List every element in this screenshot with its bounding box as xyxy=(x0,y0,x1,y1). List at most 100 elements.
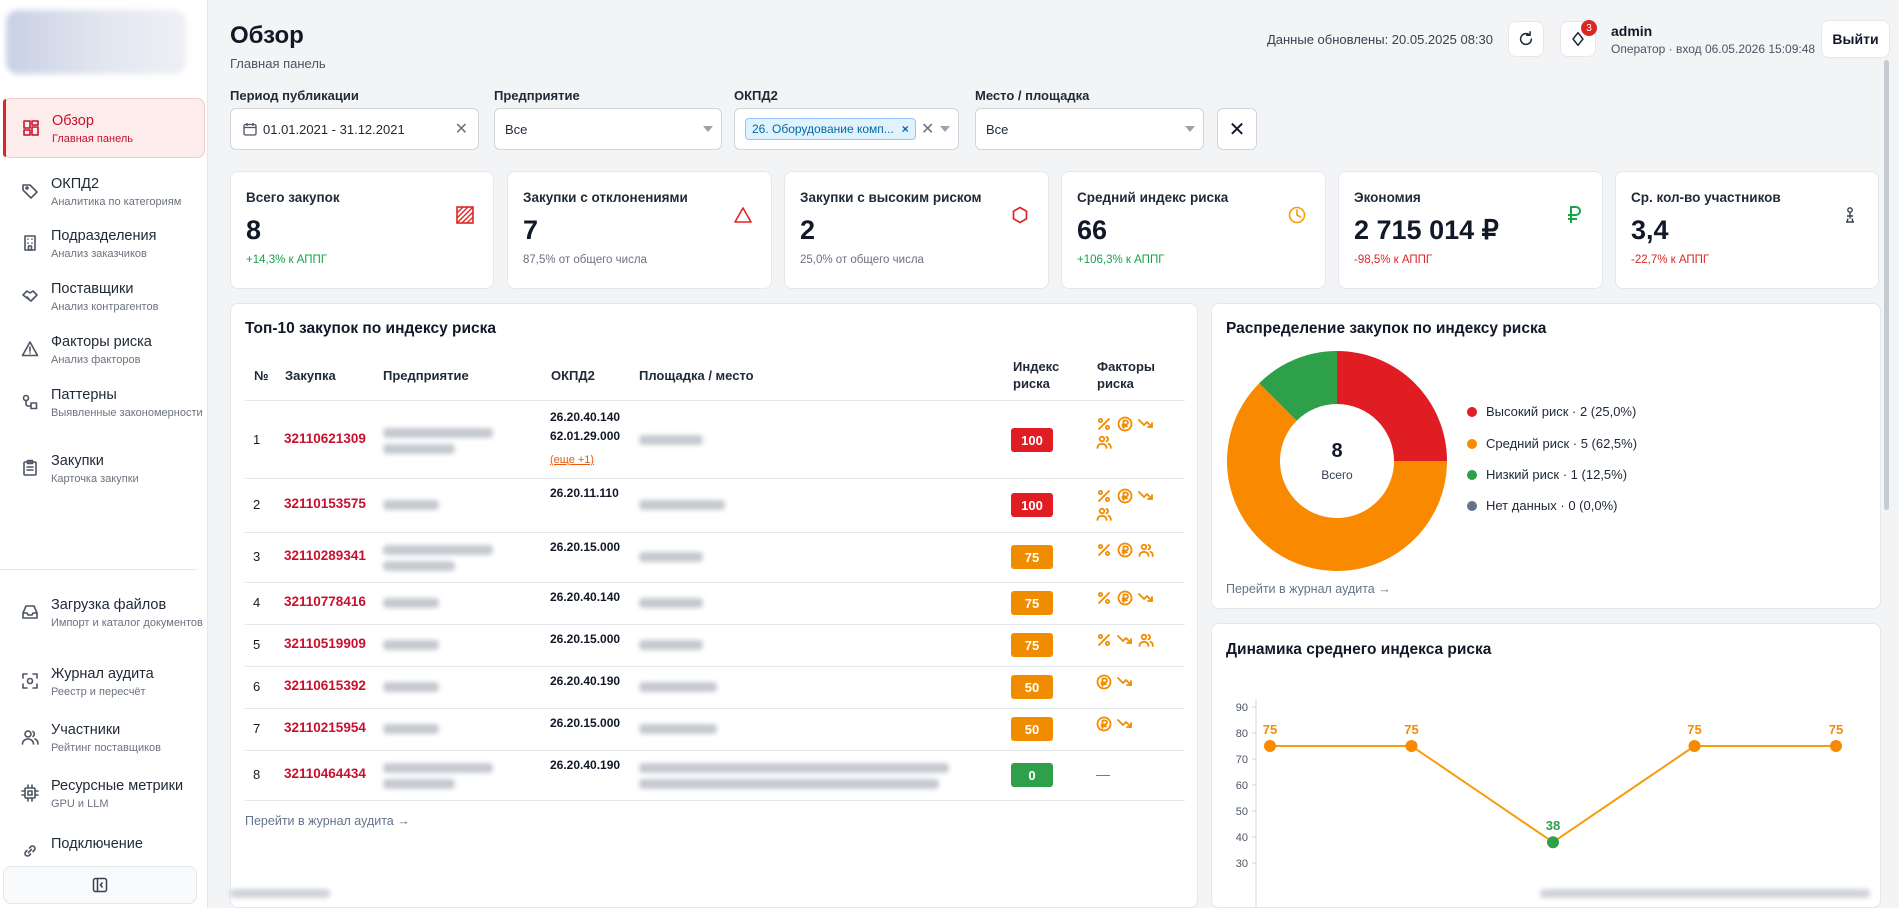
users-factor-icon[interactable] xyxy=(1138,542,1154,558)
data-point[interactable] xyxy=(1830,740,1842,752)
purchase-link[interactable]: 32110621309 xyxy=(284,431,366,446)
clear-okpd-icon[interactable]: ✕ xyxy=(921,121,935,138)
trend-factor-icon[interactable] xyxy=(1117,632,1133,648)
ruble-factor-icon[interactable] xyxy=(1117,416,1133,432)
calendar-icon xyxy=(243,123,257,136)
purchase-link[interactable]: 32110289341 xyxy=(284,548,366,563)
okpd-chip[interactable]: 26. Оборудование комп... × xyxy=(745,118,916,140)
purchase-link[interactable]: 32110215954 xyxy=(284,720,366,735)
sidebar-tool-1[interactable]: Загрузка файлов Импорт и каталог документ… xyxy=(3,583,205,652)
okpd-chip-label: 26. Оборудование комп... xyxy=(752,122,894,136)
period-picker[interactable]: 01.01.2021 - 31.12.2021 ✕ xyxy=(230,108,479,150)
y-tick-label: 60 xyxy=(1236,780,1248,792)
data-updated-text: Данные обновлены: 20.05.2025 08:30 xyxy=(1266,32,1493,47)
triangle-alert-icon xyxy=(733,205,753,225)
nav-label: ОКПД2 xyxy=(51,176,100,192)
trend-factor-icon[interactable] xyxy=(1138,488,1154,504)
trend-factor-icon[interactable] xyxy=(1138,416,1154,432)
sidebar-tool-4[interactable]: Ресурсные метрики GPU и LLM xyxy=(3,764,205,822)
purchase-link[interactable]: 32110615392 xyxy=(284,678,366,693)
period-label: Период публикации xyxy=(230,88,359,103)
purchase-link[interactable]: 32110153575 xyxy=(284,496,366,511)
trend-factor-icon[interactable] xyxy=(1117,716,1133,732)
data-point[interactable] xyxy=(1547,836,1559,849)
users-factor-icon[interactable] xyxy=(1138,632,1154,648)
audit-log-link-2[interactable]: Перейти в журнал аудита → xyxy=(1226,582,1391,596)
sidebar-tool-2[interactable]: Журнал аудита Реестр и пересчёт xyxy=(3,652,205,708)
y-tick-label: 80 xyxy=(1236,728,1248,740)
legend-dot xyxy=(1467,469,1477,480)
percent-factor-icon[interactable] xyxy=(1096,488,1112,504)
sidebar-item-4[interactable]: Поставщики Анализ контрагентов xyxy=(3,267,205,320)
sidebar-item-3[interactable]: Подразделения Анализ заказчиков xyxy=(3,214,205,267)
okpd-code: 26.20.40.190 xyxy=(550,758,621,772)
sidebar-tool-3[interactable]: Участники Рейтинг поставщиков xyxy=(3,708,205,764)
refresh-button[interactable] xyxy=(1508,21,1544,57)
okpd-code: 26.20.15.000 xyxy=(550,540,621,554)
row-divider xyxy=(245,478,1185,479)
percent-factor-icon[interactable] xyxy=(1096,416,1112,432)
donut-slice-3[interactable] xyxy=(1259,351,1337,421)
nav-label: Поставщики xyxy=(51,281,134,297)
donut-slice-1[interactable] xyxy=(1337,351,1447,461)
ruble-factor-icon[interactable] xyxy=(1096,674,1112,690)
audit-log-link[interactable]: Перейти в журнал аудита → xyxy=(245,814,410,828)
row-num: 3 xyxy=(253,549,261,564)
risk-score-badge: 75 xyxy=(1011,633,1053,657)
users-factor-icon[interactable] xyxy=(1096,506,1112,522)
risk-factors xyxy=(1096,488,1166,522)
data-point[interactable] xyxy=(1688,740,1701,752)
ruble-factor-icon[interactable] xyxy=(1117,590,1133,606)
sidebar-item-2[interactable]: ОКПД2 Аналитика по категориям xyxy=(3,162,205,214)
company-select[interactable]: Все xyxy=(494,108,722,150)
logout-button[interactable]: Выйти xyxy=(1821,20,1890,58)
sidebar-item-7[interactable]: Закупки Карточка закупки xyxy=(3,439,205,495)
place-redacted xyxy=(639,552,703,562)
trend-factor-icon[interactable] xyxy=(1117,674,1133,690)
percent-factor-icon[interactable] xyxy=(1096,632,1112,648)
trend-factor-icon[interactable] xyxy=(1138,590,1154,606)
purchase-link[interactable]: 32110519909 xyxy=(284,636,366,651)
place-value: Все xyxy=(986,121,1009,137)
okpd-code: 26.20.40.190 xyxy=(550,674,621,688)
risk-score-badge: 50 xyxy=(1011,675,1053,699)
percent-factor-icon[interactable] xyxy=(1096,542,1112,558)
kpi-title: Закупки с высоким риском xyxy=(800,190,982,205)
kpi-title: Всего закупок xyxy=(246,190,340,205)
sidebar-item-5[interactable]: Факторы риска Анализ факторов xyxy=(3,320,205,373)
sidebar-tool-5[interactable]: Подключение xyxy=(3,822,205,872)
company-redacted xyxy=(383,724,439,734)
ruble-factor-icon[interactable] xyxy=(1117,488,1133,504)
footer-right xyxy=(1540,889,1870,898)
okpd-more-link[interactable]: (еще +1) xyxy=(550,454,595,466)
company-label: Предприятие xyxy=(494,88,580,103)
okpd-select[interactable]: 26. Оборудование комп... × ✕ xyxy=(734,108,959,150)
purchase-link[interactable]: 32110778416 xyxy=(284,594,366,609)
kpi-note: +106,3% к АППГ xyxy=(1077,254,1165,266)
kpi-note: 25,0% от общего числа xyxy=(800,254,924,266)
place-redacted xyxy=(639,640,703,650)
data-point[interactable] xyxy=(1264,740,1276,752)
purchase-link[interactable]: 32110464434 xyxy=(284,766,366,781)
percent-factor-icon[interactable] xyxy=(1096,590,1112,606)
data-point[interactable] xyxy=(1405,740,1418,752)
clear-period-icon[interactable]: ✕ xyxy=(454,121,468,138)
close-icon: ✕ xyxy=(1228,118,1246,141)
notifications-button[interactable]: 3 xyxy=(1560,20,1597,57)
collapse-sidebar-button[interactable] xyxy=(3,866,197,904)
sidebar-item-6[interactable]: Паттерны Выявленные закономерности xyxy=(3,373,205,439)
chip-remove-icon[interactable]: × xyxy=(901,122,909,136)
sidebar-item-1[interactable]: Обзор Главная панель xyxy=(3,98,205,158)
data-label: 75 xyxy=(1404,722,1418,737)
ruble-factor-icon[interactable] xyxy=(1096,716,1112,732)
place-select[interactable]: Все xyxy=(975,108,1204,150)
scrollbar[interactable] xyxy=(1884,60,1889,510)
company-redacted xyxy=(383,444,455,454)
ruble-factor-icon[interactable] xyxy=(1117,542,1133,558)
reset-filters-button[interactable]: ✕ xyxy=(1217,108,1257,150)
donut-total-label: Всего xyxy=(1321,468,1353,482)
donut-slice-2[interactable] xyxy=(1227,383,1447,571)
users-factor-icon[interactable] xyxy=(1096,434,1112,450)
sidebar-divider xyxy=(0,569,197,570)
kpi-card-6: Ср. кол-во участников 3,4 -22,7% к АППГ xyxy=(1615,171,1879,289)
